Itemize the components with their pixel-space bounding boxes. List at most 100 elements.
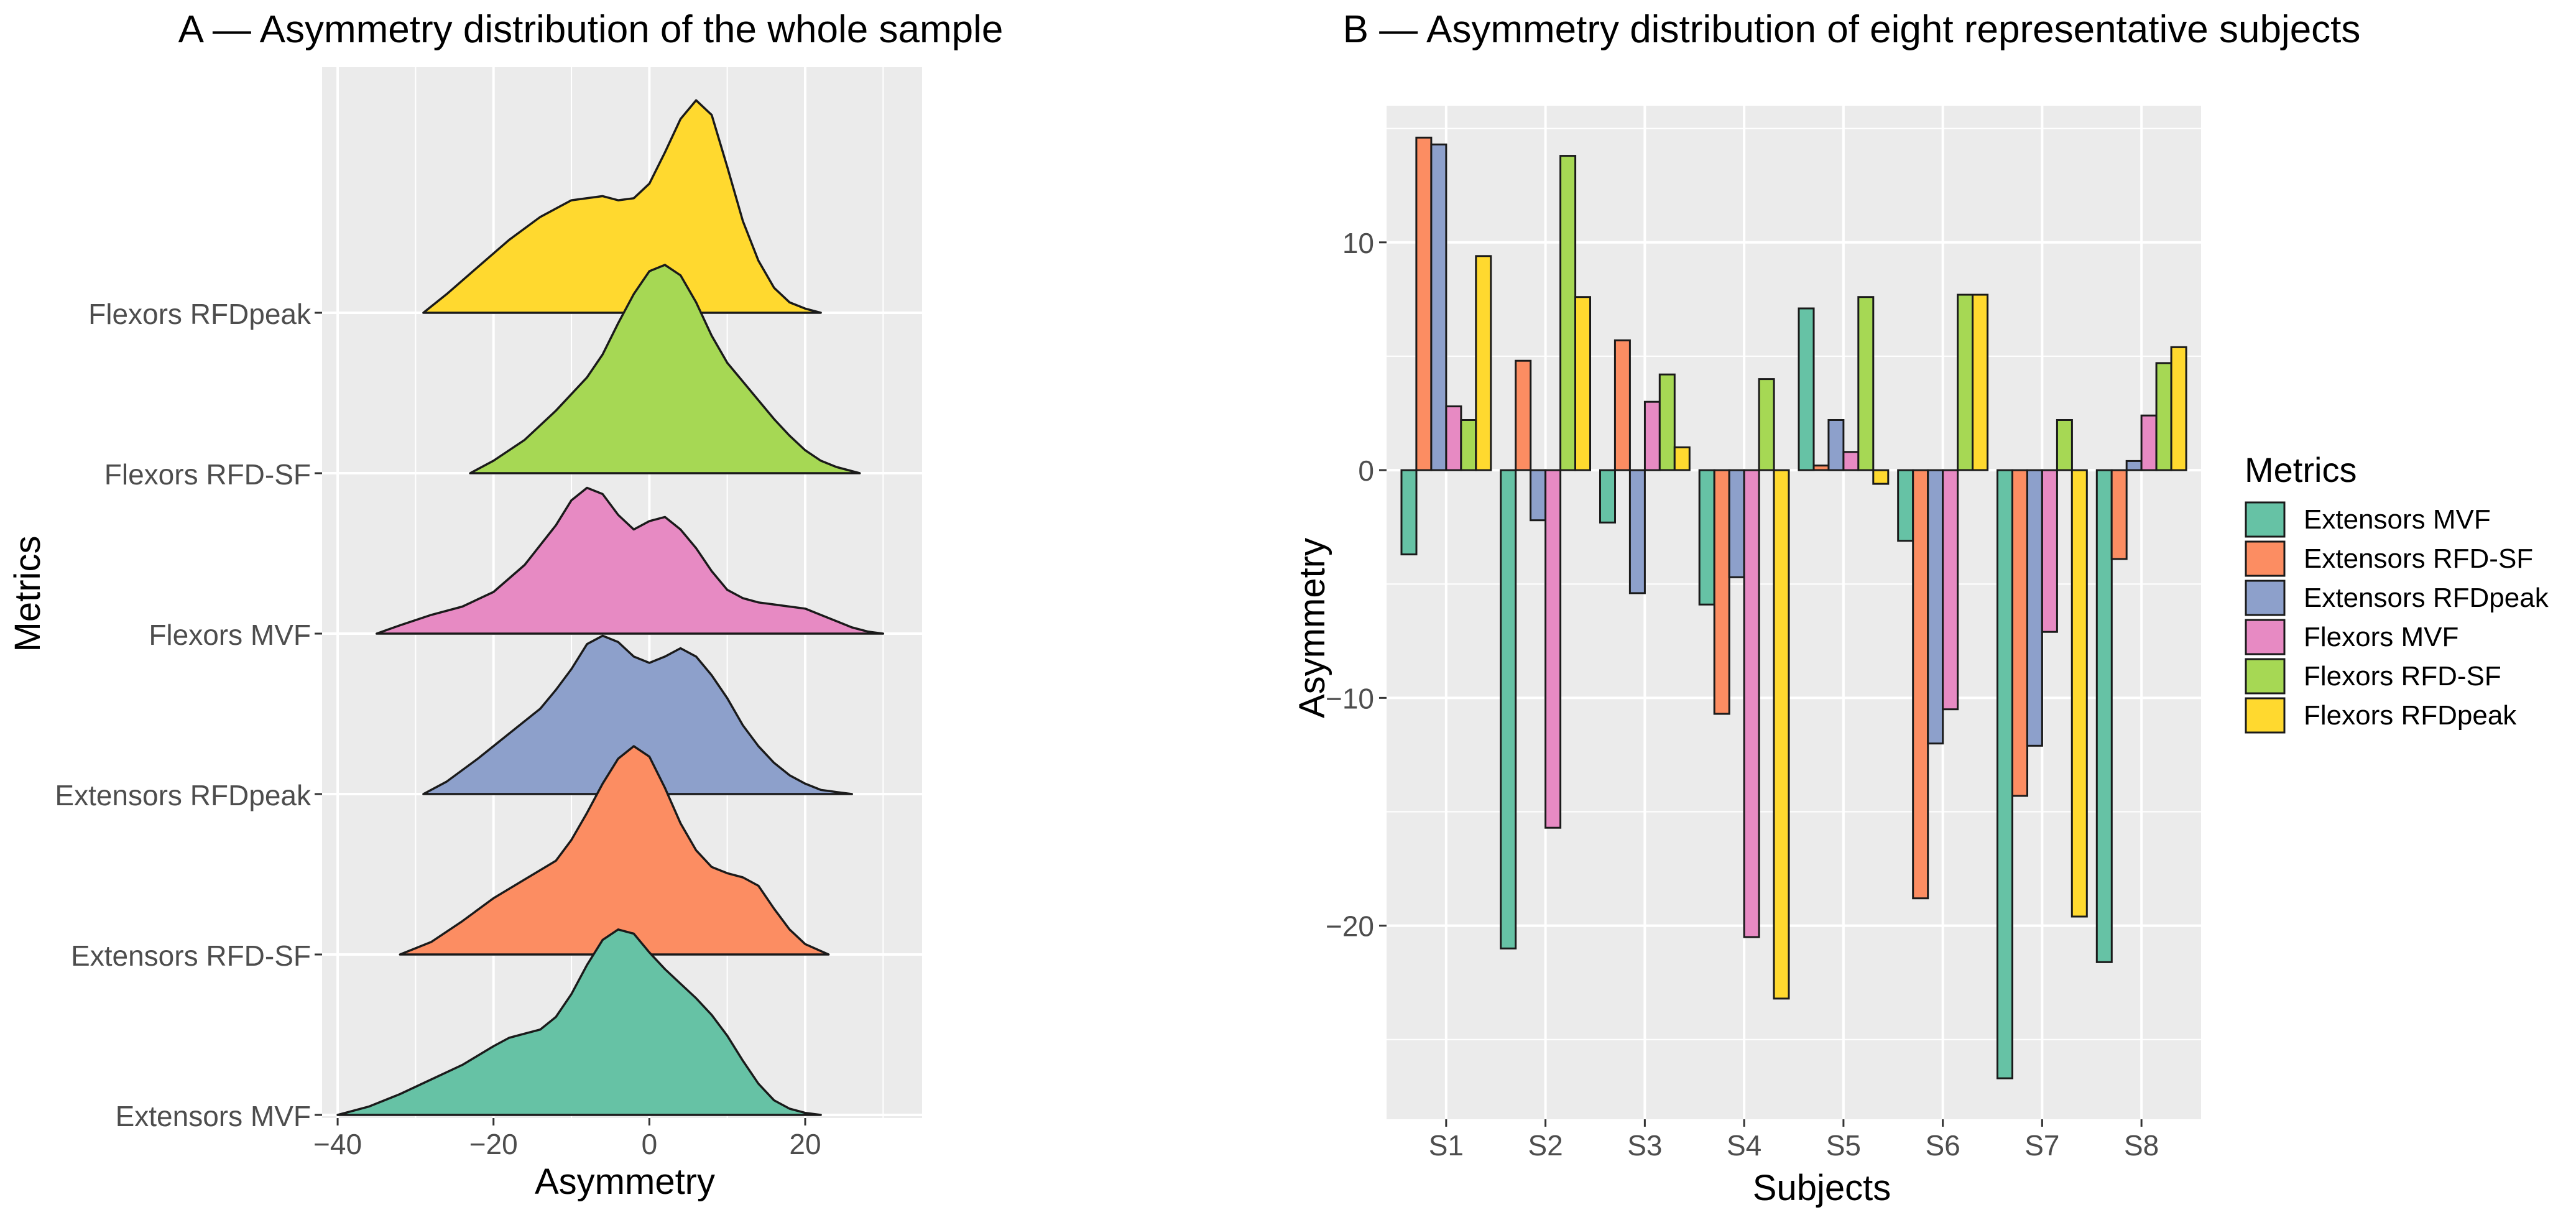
legend-label: Flexors MVF	[2304, 622, 2458, 652]
ridge-extensors-rfd-sf	[399, 745, 830, 956]
legend-swatch	[2245, 580, 2286, 616]
panel-a-x-axis-label: Asymmetry	[535, 1162, 715, 1202]
panel-b-plot-area	[1387, 106, 2201, 1119]
legend-label: Flexors RFDpeak	[2304, 700, 2517, 731]
legend-label: Extensors RFDpeak	[2304, 583, 2549, 613]
panel-b-x-ticks: S1 S2 S3 S4 S5 S6 S7 S8	[1429, 1119, 2159, 1162]
panel-b-bar-chart: B — Asymmetry distribution of eight repr…	[1292, 8, 2549, 1208]
y-tick-label: Extensors RFD-SF	[71, 940, 311, 972]
legend-swatch	[2245, 540, 2286, 577]
bar-s6-flexors-mvf	[1942, 469, 1959, 711]
legend-swatch	[2245, 658, 2286, 695]
x-tick-label: −20	[469, 1128, 518, 1160]
panel-b-y-axis-label: Asymmetry	[1292, 538, 1332, 718]
bar-s6-extensors-rfd-sf	[1912, 469, 1929, 900]
legend-swatch	[2245, 619, 2286, 655]
bar-s6-flexors-rfdpeak	[1972, 293, 1989, 471]
bar-s5-extensors-rfdpeak	[1827, 419, 1845, 471]
ridge-flexors-mvf	[375, 486, 885, 635]
bar-s6-flexors-rfd-sf	[1957, 293, 1974, 471]
legend-label: Flexors RFD-SF	[2304, 661, 2501, 691]
bar-s5-flexors-rfdpeak	[1872, 469, 1890, 485]
legend-label: Extensors RFD-SF	[2304, 543, 2533, 574]
panel-a-ridges	[336, 99, 885, 1116]
bar-s8-flexors-mvf	[2140, 414, 2158, 471]
x-tick-label: S1	[1429, 1129, 1464, 1162]
bar-s8-extensors-rfdpeak	[2125, 460, 2143, 471]
bar-s4-flexors-rfdpeak	[1773, 469, 1790, 1000]
bar-s4-flexors-rfd-sf	[1758, 378, 1775, 471]
bar-s2-flexors-rfdpeak	[1574, 296, 1591, 471]
y-tick-label: −20	[1326, 910, 1374, 943]
x-tick-label: 0	[642, 1128, 658, 1160]
panel-b-legend: Metrics Extensors MVF Extensors RFD-SF Ext…	[2245, 450, 2549, 734]
legend-swatch	[2245, 697, 2286, 734]
x-tick-label: S7	[2024, 1129, 2059, 1162]
x-tick-label: S6	[1926, 1129, 1960, 1162]
bar-s7-extensors-rfd-sf	[2011, 469, 2028, 797]
bar-s3-extensors-rfdpeak	[1628, 469, 1646, 594]
bar-s6-extensors-mvf	[1897, 469, 1914, 542]
bar-s2-flexors-mvf	[1544, 469, 1562, 829]
x-tick-label: S8	[2124, 1129, 2159, 1162]
y-tick-label: Flexors MVF	[149, 619, 311, 651]
y-tick-label: 0	[1358, 455, 1374, 487]
x-tick-label: S5	[1826, 1129, 1861, 1162]
bar-s4-extensors-rfd-sf	[1713, 469, 1730, 715]
bar-s1-extensors-mvf	[1400, 469, 1418, 556]
bar-s7-flexors-rfdpeak	[2070, 469, 2088, 918]
bar-s5-flexors-mvf	[1842, 451, 1860, 471]
bar-s6-extensors-rfdpeak	[1927, 469, 1944, 745]
bar-s8-flexors-rfdpeak	[2170, 346, 2187, 471]
x-tick-label: 20	[789, 1128, 821, 1160]
bar-s2-extensors-rfd-sf	[1515, 359, 1532, 471]
bar-s1-extensors-rfd-sf	[1415, 136, 1433, 471]
y-tick-label: Flexors RFD-SF	[104, 458, 311, 491]
ridge-extensors-rfdpeak	[422, 634, 853, 795]
y-tick-label: Extensors RFDpeak	[55, 779, 312, 811]
bar-s7-flexors-mvf	[2041, 469, 2058, 633]
panel-b-y-ticks: −20 −10 0 10	[1326, 227, 1387, 943]
bar-s5-extensors-mvf	[1798, 307, 1815, 471]
bar-s2-extensors-rfdpeak	[1530, 469, 1547, 522]
panel-b-x-axis-label: Subjects	[1753, 1168, 1891, 1208]
panel-a-x-ticks: −40 −20 0 20	[313, 1118, 821, 1160]
panel-a-title: A — Asymmetry distribution of the whole …	[178, 8, 1004, 51]
bar-s2-flexors-rfd-sf	[1559, 155, 1577, 471]
bar-s1-flexors-rfdpeak	[1475, 255, 1492, 471]
bar-s8-extensors-mvf	[2095, 469, 2113, 963]
y-tick-label: Extensors MVF	[116, 1100, 311, 1132]
bar-s1-flexors-mvf	[1445, 405, 1462, 471]
bar-s7-extensors-rfdpeak	[2026, 469, 2043, 747]
bar-s4-flexors-mvf	[1743, 469, 1760, 938]
bar-s3-flexors-rfdpeak	[1673, 446, 1691, 471]
ridge-extensors-mvf	[336, 928, 822, 1116]
panel-b-title: B — Asymmetry distribution of eight repr…	[1343, 8, 2361, 51]
bar-s5-flexors-rfd-sf	[1857, 296, 1875, 471]
panel-a-y-axis-label: Metrics	[7, 536, 48, 652]
panel-b-bars	[1400, 136, 2187, 1079]
x-tick-label: S4	[1727, 1129, 1761, 1162]
panel-a-ridgeline-chart: A — Asymmetry distribution of the whole …	[7, 8, 1003, 1202]
y-tick-label: −10	[1326, 682, 1374, 714]
bar-s8-extensors-rfd-sf	[2110, 469, 2128, 560]
bar-s2-extensors-mvf	[1500, 469, 1517, 950]
bar-s7-flexors-rfd-sf	[2056, 419, 2073, 471]
panel-a-y-ticks: Extensors MVF Extensors RFD-SF Extensors R…	[55, 298, 322, 1132]
bar-s3-flexors-rfd-sf	[1658, 373, 1676, 471]
legend-swatch	[2245, 501, 2286, 538]
legend-title: Metrics	[2245, 450, 2357, 489]
x-tick-label: S3	[1627, 1129, 1662, 1162]
bar-s5-extensors-rfd-sf	[1812, 464, 1830, 471]
bar-s4-extensors-mvf	[1698, 469, 1715, 606]
y-tick-label: 10	[1342, 227, 1374, 259]
y-tick-label: Flexors RFDpeak	[88, 298, 312, 330]
ridge-flexors-rfdpeak	[422, 99, 822, 314]
bar-s3-extensors-mvf	[1599, 469, 1616, 524]
bar-s1-extensors-rfdpeak	[1430, 143, 1447, 471]
x-tick-label: −40	[313, 1128, 362, 1160]
bar-s7-extensors-mvf	[1997, 469, 2013, 1079]
bar-s3-extensors-rfd-sf	[1613, 339, 1631, 471]
ridge-flexors-rfd-sf	[469, 264, 861, 474]
